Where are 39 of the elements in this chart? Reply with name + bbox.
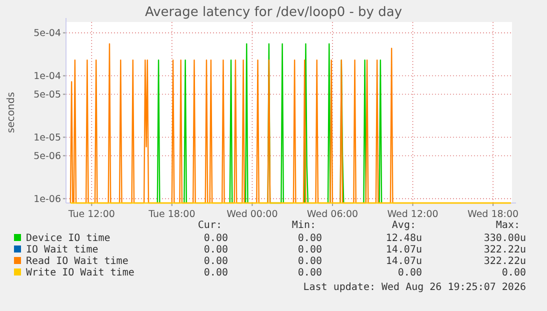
text: 14.07u — [386, 256, 422, 267]
text: 322.22u — [484, 256, 526, 267]
text: 0.00 — [204, 256, 228, 267]
text: 0.00 — [204, 268, 228, 278]
y-tick-label: 1e-04 — [34, 71, 61, 82]
text: 322.22u — [484, 244, 526, 256]
text: 0.00 — [204, 233, 228, 244]
x-tick-label: Wed 06:00 — [306, 209, 358, 220]
text: 0.00 — [398, 268, 422, 278]
legend-label: Write IO Wait time — [26, 268, 134, 278]
text: 0.00 — [298, 268, 322, 278]
text: 0.00 — [502, 268, 526, 278]
chart-title: Average latency for /dev/loop0 - by day — [144, 5, 402, 20]
y-tick-label: 1e-06 — [34, 194, 61, 205]
x-tick-label: Wed 00:00 — [226, 209, 278, 220]
text: 0.00 — [298, 233, 322, 244]
text: Min: — [292, 220, 316, 231]
text: Cur: — [198, 220, 222, 231]
legend-label: IO Wait time — [26, 244, 98, 256]
x-tick-label: Wed 12:00 — [387, 209, 438, 220]
text: Max: — [496, 220, 520, 231]
x-tick-label: Tue 18:00 — [148, 209, 196, 220]
text: 330.00u — [484, 233, 526, 244]
x-tick-label: Tue 12:00 — [67, 209, 115, 220]
legend-label: Device IO time — [26, 233, 110, 244]
text: 0.00 — [204, 244, 228, 256]
x-tick-label: Wed 18:00 — [467, 209, 519, 220]
text: 12.48u — [386, 233, 422, 244]
y-tick-label: 1e-05 — [34, 132, 61, 144]
y-tick-label: 5e-05 — [34, 90, 61, 101]
text: Avg: — [392, 220, 416, 231]
text: 14.07u — [386, 244, 422, 256]
y-tick-label: 5e-06 — [34, 151, 61, 162]
text: Last update: Wed Aug 26 19:25:07 2026 — [303, 282, 526, 293]
y-tick-label: 5e-04 — [34, 28, 61, 40]
y-axis-title: seconds — [6, 92, 17, 133]
text: 0.00 — [298, 256, 322, 267]
text: 0.00 — [298, 244, 322, 256]
legend-label: Read IO Wait time — [26, 256, 128, 267]
